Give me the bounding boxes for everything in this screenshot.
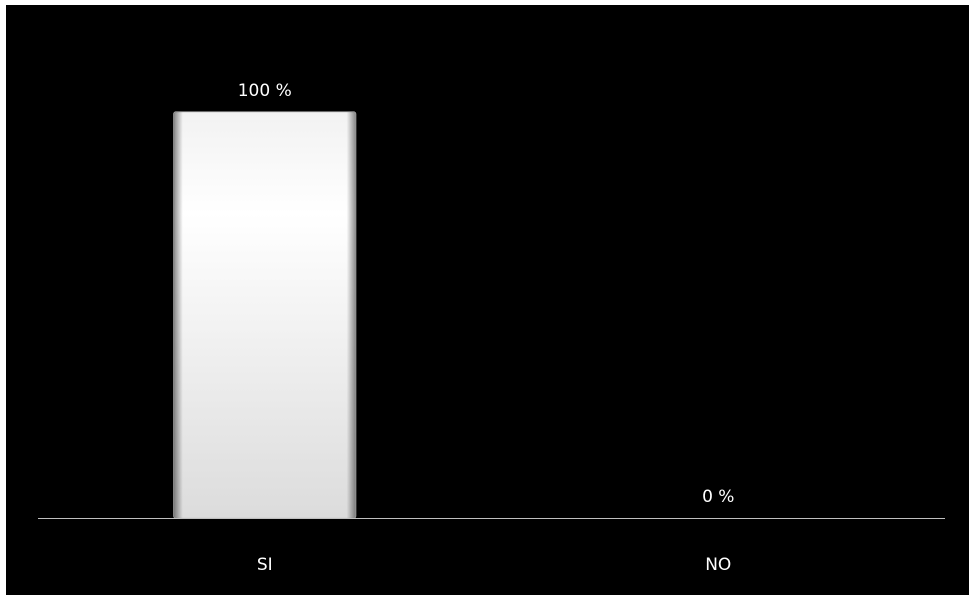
- x-tick-label-si: SI: [257, 555, 273, 575]
- data-label-si: 100 %: [238, 81, 292, 101]
- x-tick-label-no: NO: [705, 555, 731, 575]
- data-label-no: 0 %: [702, 487, 734, 507]
- bar-si: [173, 111, 357, 519]
- bar-si-shade: [173, 112, 356, 518]
- chart-background: [6, 5, 969, 595]
